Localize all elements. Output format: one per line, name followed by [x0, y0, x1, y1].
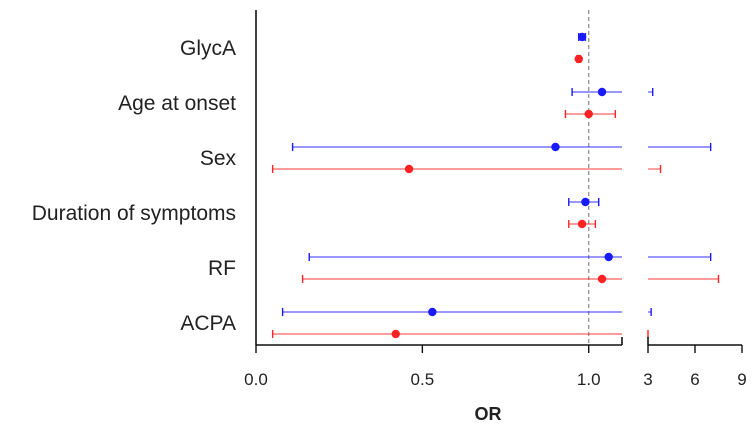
axis-layer: 0.0 0.5 1.0 3 6 9 [244, 10, 747, 389]
point-estimate [597, 87, 607, 97]
point-estimate [604, 252, 613, 262]
x-tick-label: 0.0 [244, 370, 268, 389]
point-estimate [577, 32, 587, 42]
series-layer [271, 32, 720, 339]
series-group [271, 54, 720, 339]
point-estimate [584, 109, 593, 119]
category-label: RF [208, 257, 236, 280]
category-label: ACPA [180, 312, 236, 335]
point-estimate [597, 274, 607, 284]
point-estimate [581, 197, 590, 207]
x-tick-label: 6 [690, 370, 699, 389]
x-tick-label: 9 [737, 370, 746, 389]
category-label: Sex [200, 147, 237, 170]
point-estimate [391, 329, 400, 339]
point-estimate [428, 307, 437, 317]
x-axis-title: OR [475, 404, 502, 424]
point-estimate [404, 164, 414, 174]
x-tick-label: 1.0 [577, 370, 601, 389]
category-label: Duration of symptoms [32, 202, 236, 225]
point-estimate [551, 142, 560, 152]
category-labels: GlycA Age at onset Sex Duration of symptoms… [32, 37, 237, 335]
x-tick-label: 3 [643, 370, 652, 389]
point-estimate [577, 219, 587, 229]
series-group [281, 32, 712, 317]
point-estimate [574, 54, 583, 64]
x-tick-label: 0.5 [411, 370, 435, 389]
category-label: Age at onset [118, 92, 236, 115]
category-label: GlycA [180, 37, 236, 60]
